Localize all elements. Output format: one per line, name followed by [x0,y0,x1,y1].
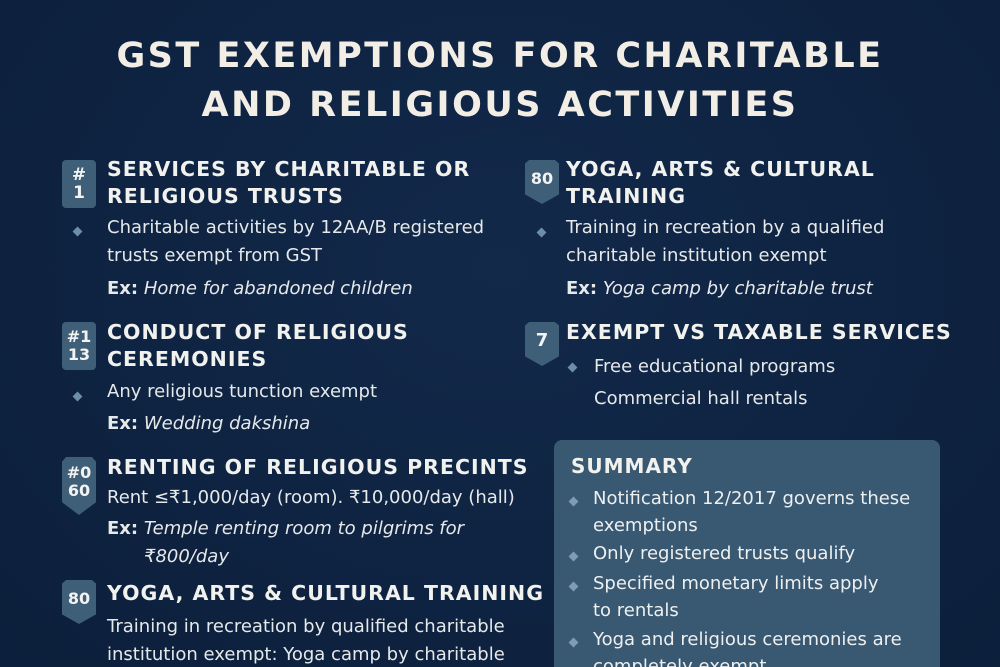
badge-line-1: 7 [535,330,549,351]
item-line: Yoga and religious ceremonies are [593,629,902,650]
example-line: Ex: Home for abandoned children [107,275,413,303]
heading-line: SERVICES BY CHARITABLE OR [107,157,471,181]
diamond-bullet-icon [568,637,579,648]
summary-item: Specified monetary limits apply to renta… [593,570,879,624]
body-line: Training in recreation by qualified char… [107,616,505,637]
example-value: Home for abandoned children [143,278,413,299]
example-continuation: ₹800/day [144,543,229,571]
badge-line-2: 60 [67,481,91,500]
body-line: Charitable activities by 12AA/B register… [107,217,485,238]
section-heading: YOGA, ARTS & CULTURAL TRAINING [107,580,544,607]
section-heading: YOGA, ARTS & CULTURAL TRAINING [566,156,875,210]
section-body: Charitable activities by 12AA/B register… [107,214,484,270]
body-line: trusts exempt from GST [107,245,323,266]
item-line: exemptions [593,515,698,536]
title-line-2: AND RELIGIOUS ACTIVITIES [201,85,799,125]
section-badge: #1 13 [62,322,96,370]
title-line-1: GST EXEMPTIONS FOR CHARITABLE [116,36,884,76]
section-heading: SERVICES BY CHARITABLE OR RELIGIOUS TRUS… [107,156,470,210]
section-heading: EXEMPT VS TAXABLE SERVICES [566,319,952,346]
diamond-bullet-icon [568,496,579,507]
badge-line-1: #0 [66,463,92,482]
exempt-item: Free educational programs [594,353,835,381]
item-line: Only registered trusts qualify [593,543,856,564]
section-badge: 80 [62,580,96,624]
heading-line: YOGA, ARTS & CULTURAL [566,157,875,181]
section-body: Training in recreation by a qualified ch… [566,214,884,270]
section-body: Rent ≤₹1,000/day (room). ₹10,000/day (ha… [107,484,515,512]
diamond-bullet-icon [567,362,578,373]
summary-item: Only registered trusts qualify [593,540,855,567]
body-line: Rent ≤₹1,000/day (room). ₹10,000/day (ha… [107,487,515,508]
heading-line: CONDUCT OF RELIGIOUS [107,320,409,344]
heading-line: TRAINING [566,184,687,208]
section-heading: RENTING OF RELIGIOUS PRECINTS [107,454,529,481]
example-label: Ex: [566,278,598,299]
badge-line-1: 80 [530,169,554,188]
item-text: Free educational programs [594,356,836,377]
heading-line: EXEMPT VS TAXABLE SERVICES [566,320,952,344]
example-line: Ex: Wedding dakshina [107,410,310,438]
section-badge: 7 [525,322,559,366]
section-heading: CONDUCT OF RELIGIOUS CEREMONIES [107,319,409,373]
badge-line-1: 80 [67,589,91,608]
example-line: Ex: Temple renting room to pilgrims for [107,515,464,543]
body-line: institution exempt: Yoga camp by charita… [107,644,505,665]
section-badge: #0 60 [62,457,96,515]
example-value: Temple renting room to pilgrims for [143,518,465,539]
example-label: Ex: [107,518,139,539]
badge-line-1: #1 [66,327,92,346]
example-line: Ex: Yoga camp by charitable trust [566,275,873,303]
example-value: Wedding dakshina [143,413,311,434]
example-label: Ex: [107,413,139,434]
taxable-item: Commercial hall rentals [594,385,808,413]
body-line: Training in recreation by a qualified [566,217,885,238]
item-line: completely exempt [593,656,767,667]
badge-line-1: # [71,165,87,185]
diamond-bullet-icon [72,391,83,402]
section-body: Training in recreation by qualified char… [107,613,505,667]
badge-line-2: 13 [67,345,91,364]
heading-line: RELIGIOUS TRUSTS [107,184,344,208]
summary-item: Notification 12/2017 governs these exemp… [593,485,910,539]
item-line: to rentals [593,600,679,621]
diamond-bullet-icon [568,581,579,592]
heading-line: CEREMONIES [107,347,268,371]
item-line: Notification 12/2017 governs these [593,488,911,509]
badge-line-2: 1 [73,183,85,203]
example-value: ₹800/day [144,546,229,567]
body-line: Any religious tunction exempt [107,381,378,402]
item-line: Specified monetary limits apply [593,573,879,594]
item-text: Commercial hall rentals [594,388,808,409]
diamond-bullet-icon [72,226,83,237]
summary-item: Yoga and religious ceremonies are comple… [593,626,902,667]
section-badge: # 1 [62,160,96,208]
body-line: charitable institution exempt [566,245,827,266]
diamond-bullet-icon [536,227,547,238]
summary-box: SUMMARY Notification 12/2017 governs the… [554,440,940,667]
summary-title: SUMMARY [571,454,693,478]
section-body: Any religious tunction exempt [107,378,377,406]
heading-line: RENTING OF RELIGIOUS PRECINTS [107,455,529,479]
section-badge: 80 [525,160,559,204]
page-title: GST EXEMPTIONS FOR CHARITABLE AND RELIGI… [0,32,1000,130]
example-value: Yoga camp by charitable trust [602,278,873,299]
example-label: Ex: [107,278,139,299]
heading-line: YOGA, ARTS & CULTURAL TRAINING [107,581,545,605]
diamond-bullet-icon [568,551,579,562]
